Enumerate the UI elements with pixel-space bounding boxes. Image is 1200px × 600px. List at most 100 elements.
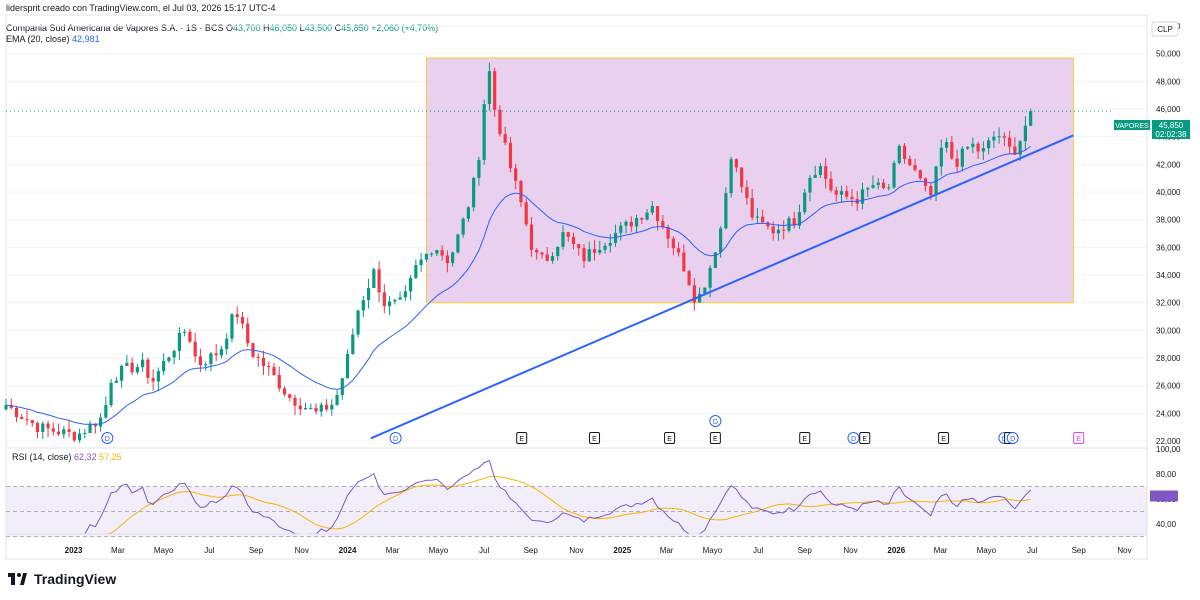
earnings-marker: E (859, 432, 871, 444)
earnings-icon (938, 432, 950, 444)
candle-body (540, 252, 544, 255)
price-tag-symbol: VAPORES (1115, 123, 1149, 130)
candle-body (204, 364, 208, 366)
candle-body (866, 187, 870, 190)
dividend-marker: D (709, 415, 722, 427)
dividend-marker: D (1006, 432, 1019, 444)
candle-body (14, 407, 19, 418)
candle-body (435, 250, 439, 254)
earnings-marker: E (709, 432, 721, 444)
time-tick-label: Nov (843, 546, 857, 555)
event-marker-label: D (851, 436, 856, 443)
price-tick-label: 48,000 (1156, 77, 1181, 86)
candle-body (944, 142, 949, 148)
dividend-icon (1006, 432, 1019, 444)
candle-body (782, 229, 786, 231)
candle-body (829, 178, 833, 191)
price-tick-label: 42,000 (1156, 160, 1181, 169)
candle-body (813, 174, 817, 178)
price-axis[interactable]: 52,00050,00048,00046,00044,00042,00040,0… (1146, 15, 1181, 534)
candle-body (104, 405, 108, 418)
rsi-legend[interactable]: RSI (14, close) 62,32 57,25 (12, 452, 122, 462)
candle-body (550, 256, 555, 261)
candle-body (88, 423, 92, 433)
price-tag-value: 45,850 (1159, 121, 1184, 130)
candle-body (277, 374, 281, 389)
candle-body (535, 249, 539, 253)
candle-body (461, 218, 465, 235)
candle-body (792, 218, 796, 226)
price-tag-symbol-bg (1114, 120, 1150, 130)
time-tick-label: 2024 (339, 546, 357, 555)
time-tick-label: Mayo (977, 546, 997, 555)
ema-legend[interactable]: EMA (20, close) 42,981 (6, 34, 100, 44)
earnings-icon (589, 432, 601, 444)
rsi-pane (6, 447, 1147, 537)
candle-body (566, 232, 570, 237)
symbol-name[interactable]: Compania Sud Americana de Vapores S.A. ·… (6, 23, 224, 33)
candle-body (603, 245, 607, 250)
candle-body (939, 147, 943, 167)
candle-body (682, 252, 686, 272)
event-marker-label: E (713, 436, 718, 443)
candle-body (650, 206, 654, 213)
rsi-ma-value: 57,25 (99, 452, 122, 462)
trendline[interactable] (370, 134, 1074, 440)
price-change: +2,060 (+4,70%) (371, 23, 439, 33)
candle-body (303, 408, 308, 410)
earnings-icon (516, 432, 528, 444)
event-marker-label: E (519, 436, 524, 443)
candle-body (330, 404, 334, 410)
rectangle-zone[interactable] (425, 57, 1074, 304)
candle-body (146, 359, 150, 378)
candle-body (850, 196, 854, 200)
candle-body (740, 167, 744, 188)
rsi-tick-label: 80,00 (1156, 470, 1177, 479)
event-marker-label: D (105, 436, 110, 443)
candle-body (608, 242, 612, 246)
time-axis[interactable]: 2023 Mar Mayo Jul Sep Nov 2024 Mar Mayo Jul Sep Nov… (6, 533, 1147, 555)
rsi-value: 62,32 (74, 452, 97, 462)
candle-body (51, 428, 55, 432)
dividend-icon (389, 432, 402, 444)
dividend-marker: D (847, 432, 860, 444)
earnings-marker: E (664, 432, 676, 444)
time-tick-label: Nov (1117, 546, 1131, 555)
candle-body (225, 338, 229, 350)
candle-body (267, 365, 271, 368)
candle-body (351, 334, 355, 354)
candle-body (556, 246, 560, 257)
event-markers: DDEEEEDEDEEDEDE (101, 415, 1085, 444)
price-tick-label: 46,000 (1156, 105, 1181, 114)
candle-body (424, 253, 428, 260)
candle-body (834, 190, 838, 195)
candle-body (398, 297, 402, 300)
candle-body (477, 159, 481, 178)
candle-body (692, 285, 696, 303)
time-tick-label: Mayo (703, 546, 723, 555)
event-marker-label: E (667, 436, 672, 443)
candle-body (971, 143, 975, 147)
earnings-icon (1073, 432, 1085, 444)
candle-body (776, 229, 781, 234)
time-tick-label: Mar (111, 546, 125, 555)
price-tag-countdown: 02:02:38 (1155, 130, 1187, 139)
candle-body (976, 143, 980, 152)
currency-box[interactable] (1151, 21, 1179, 37)
candle-body (745, 187, 749, 199)
candle-body (167, 357, 171, 361)
candle-body (414, 265, 418, 278)
time-tick-label: Jul (479, 546, 489, 555)
tradingview-logo[interactable]: TradingView (8, 571, 116, 587)
candle-body (703, 287, 707, 294)
candle-body (309, 407, 313, 409)
candle-body (230, 314, 234, 339)
time-tick-label: Mayo (154, 546, 174, 555)
candle-body (913, 165, 917, 171)
candle-body (62, 429, 66, 435)
candle-body (9, 405, 13, 408)
candle-body (125, 362, 129, 366)
candle-body (755, 216, 760, 218)
candle-body (340, 378, 344, 395)
